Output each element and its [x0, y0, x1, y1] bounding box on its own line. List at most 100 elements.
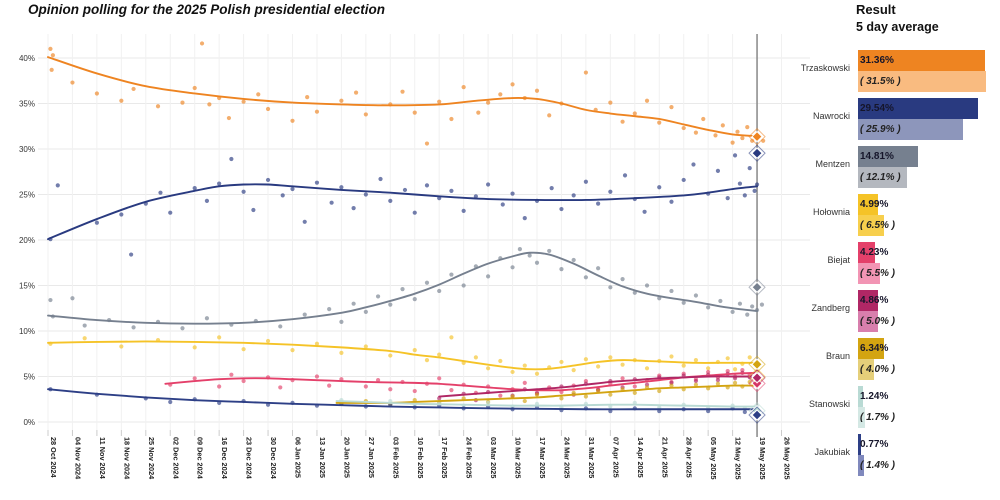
- poll-point: [424, 358, 430, 363]
- poll-point: [473, 194, 478, 199]
- poll-point: [534, 392, 540, 397]
- y-tick-label: 15%: [19, 282, 35, 291]
- poll-point: [375, 378, 381, 383]
- result-panel-subheader: 5 day average: [856, 20, 939, 34]
- poll-point: [632, 384, 637, 389]
- average-bar: [858, 71, 986, 92]
- result-marker-jakubiak: [751, 409, 763, 421]
- y-tick-label: 5%: [23, 373, 35, 382]
- result-value: 1.24%: [860, 391, 889, 402]
- poll-point: [498, 92, 503, 97]
- x-tick-label: 06 Jan 2025: [294, 437, 303, 478]
- poll-point: [642, 209, 647, 214]
- poll-point: [290, 118, 295, 123]
- poll-point: [547, 113, 552, 118]
- x-tick-label: 10 Mar 2025: [514, 437, 523, 478]
- poll-point: [424, 280, 430, 285]
- scatter-biejat: [168, 368, 760, 398]
- poll-point: [620, 362, 625, 367]
- poll-point: [713, 133, 718, 138]
- result-bar: [858, 386, 864, 407]
- poll-point: [155, 104, 161, 109]
- poll-point: [437, 99, 442, 104]
- poll-point: [375, 294, 381, 299]
- poll-point: [49, 67, 54, 72]
- result-bar: [858, 434, 862, 455]
- poll-point: [168, 210, 173, 215]
- poll-point: [461, 283, 466, 288]
- candidate-row: Mentzen 14.81% ( 12.1% ): [790, 146, 1000, 194]
- poll-point: [669, 288, 674, 294]
- poll-point: [229, 156, 234, 162]
- poll-point: [265, 106, 271, 112]
- poll-point: [204, 198, 210, 203]
- poll-point: [388, 387, 393, 392]
- poll-point: [644, 98, 650, 103]
- result-marker-zandberg: [751, 372, 763, 384]
- poll-point: [424, 183, 430, 188]
- poll-point: [732, 380, 738, 385]
- poll-point: [559, 359, 564, 365]
- result-bar: [858, 242, 876, 263]
- x-tick-label: 26 May 2025: [783, 437, 792, 480]
- average-value: ( 1.4% ): [860, 460, 896, 471]
- poll-point: [747, 166, 752, 171]
- result-value: 0.77%: [860, 439, 889, 450]
- poll-point: [217, 181, 222, 186]
- poll-point: [207, 102, 212, 107]
- poll-point: [217, 335, 222, 340]
- candidate-row: Nawrocki 29.54% ( 25.9% ): [790, 98, 1000, 146]
- poll-point: [693, 378, 699, 384]
- poll-point: [251, 207, 256, 213]
- y-tick-label: 20%: [19, 236, 35, 245]
- poll-point: [329, 200, 334, 205]
- poll-point: [437, 352, 442, 357]
- poll-point: [302, 312, 307, 317]
- result-marker-ring-mentzen: [748, 278, 766, 296]
- result-value: 14.81%: [860, 151, 894, 162]
- poll-point: [498, 358, 503, 364]
- poll-point: [620, 277, 625, 282]
- poll-point: [522, 398, 527, 404]
- poll-point: [522, 380, 527, 385]
- average-bar: [858, 359, 875, 380]
- poll-point: [691, 162, 696, 167]
- poll-point: [732, 153, 738, 158]
- result-marker-ring-nawrocki: [748, 144, 766, 162]
- poll-point: [180, 100, 185, 105]
- poll-point: [644, 366, 650, 371]
- poll-point: [363, 344, 368, 349]
- poll-point: [693, 130, 699, 135]
- poll-point: [437, 288, 442, 294]
- result-marker-mentzen: [751, 281, 763, 293]
- x-tick-label: 05 May 2025: [709, 437, 718, 480]
- candidate-name: Trzaskowski: [800, 63, 850, 73]
- poll-point: [158, 190, 163, 195]
- poll-point: [669, 354, 674, 359]
- poll-point: [290, 186, 295, 192]
- candidate-row: Hołownia 4.99% ( 6.5% ): [790, 194, 1000, 242]
- x-tick-label: 11 Nov 2024: [98, 437, 107, 480]
- poll-point: [669, 383, 674, 388]
- poll-point: [500, 202, 505, 207]
- poll-point: [596, 266, 601, 271]
- poll-point: [131, 86, 136, 92]
- poll-point: [681, 363, 686, 368]
- poll-point: [571, 193, 576, 198]
- poll-point: [715, 381, 721, 386]
- average-bar: [858, 215, 885, 236]
- x-tick-label: 25 Nov 2024: [147, 437, 156, 480]
- poll-point: [486, 274, 491, 279]
- result-marker-ring-zandberg: [748, 369, 766, 387]
- poll-point: [517, 247, 522, 252]
- poll-point: [571, 368, 576, 373]
- candidate-name: Mentzen: [815, 159, 850, 169]
- poll-point: [363, 192, 368, 197]
- poll-point: [388, 302, 393, 307]
- poll-point: [48, 46, 53, 52]
- poll-point: [70, 296, 75, 301]
- trend-line-zandberg: [438, 375, 758, 398]
- average-bar: [858, 311, 879, 332]
- trend-line-biejat: [164, 371, 758, 392]
- poll-point: [547, 248, 552, 254]
